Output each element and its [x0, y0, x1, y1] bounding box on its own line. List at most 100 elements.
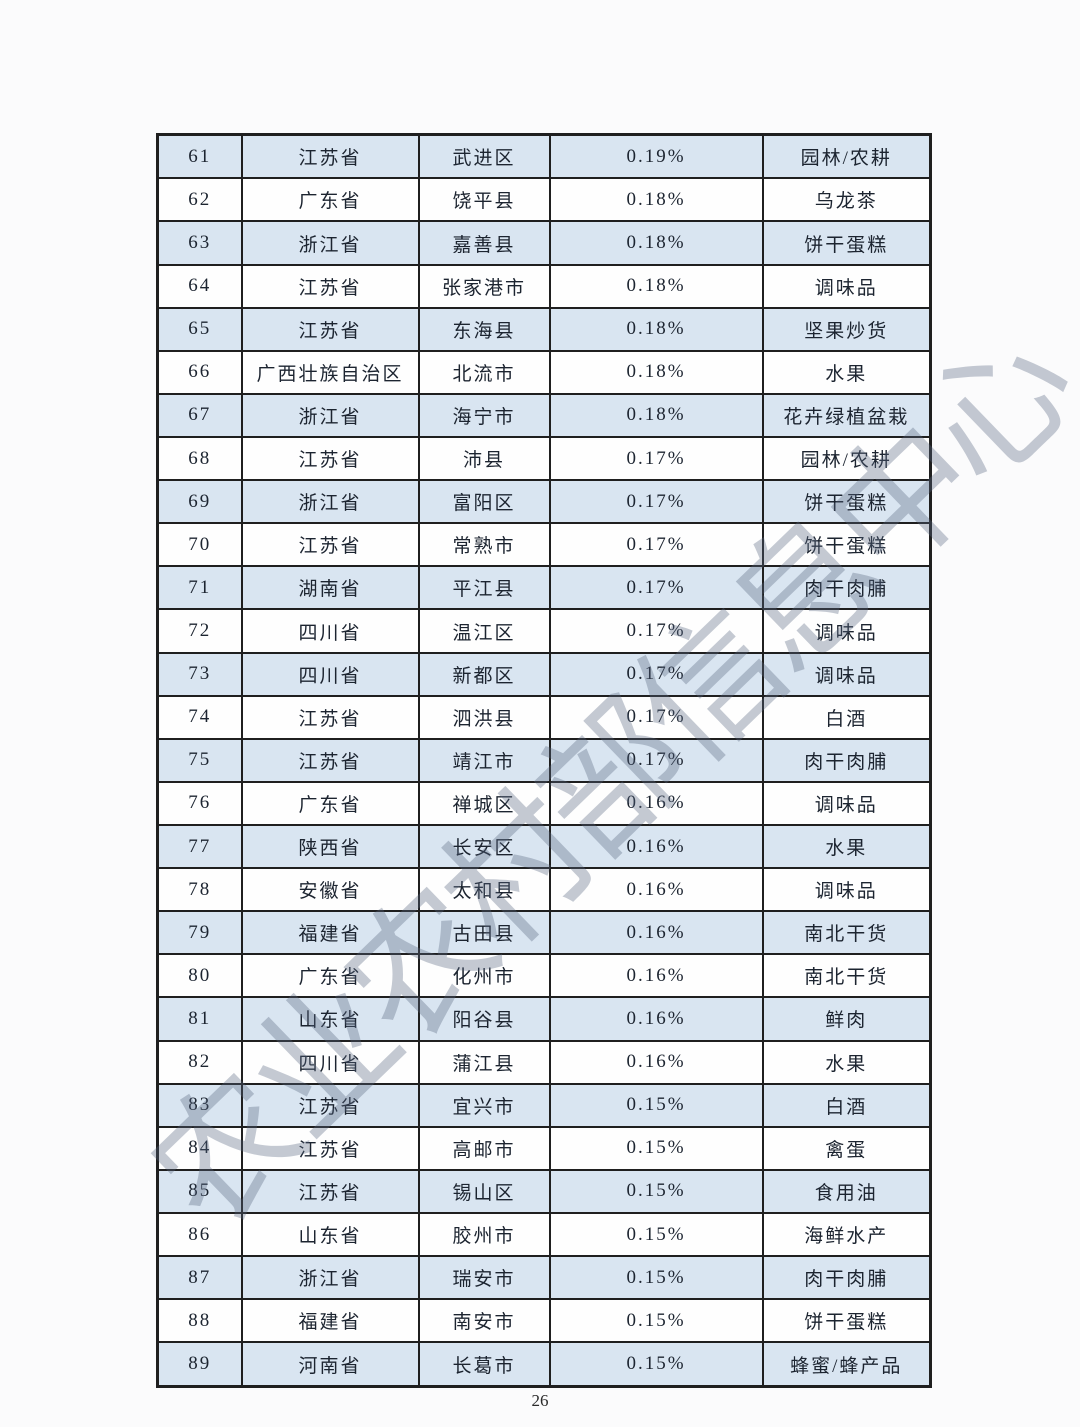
cell-province: 江苏省 [240, 737, 420, 783]
cell-province: 湖南省 [240, 565, 420, 611]
cell-category: 鲜肉 [761, 996, 932, 1042]
cell-rank: 80 [156, 953, 243, 999]
cell-category: 调味品 [761, 263, 932, 309]
cell-rank: 72 [156, 608, 243, 654]
cell-region: 胶州市 [417, 1211, 551, 1258]
cell-category: 调味品 [761, 780, 932, 827]
cell-category: 水果 [761, 349, 932, 395]
cell-category: 肉干肉脯 [761, 1255, 932, 1301]
cell-share: 0.17% [548, 651, 764, 697]
cell-share: 0.18% [548, 392, 764, 439]
cell-category: 饼干蛋糕 [761, 479, 932, 525]
cell-province: 江苏省 [240, 1168, 420, 1214]
table-row: 68 江苏省 沛县 0.17% 园林/农耕 [156, 436, 932, 482]
table-row: 64 江苏省 张家港市 0.18% 调味品 [156, 263, 932, 309]
cell-region: 温江区 [417, 608, 551, 654]
cell-province: 江苏省 [240, 263, 420, 309]
table-row: 86 山东省 胶州市 0.15% 海鲜水产 [156, 1211, 932, 1258]
cell-region: 武进区 [417, 133, 551, 180]
table-row: 83 江苏省 宜兴市 0.15% 白酒 [156, 1082, 932, 1128]
cell-share: 0.15% [548, 1255, 764, 1301]
cell-share: 0.15% [548, 1341, 764, 1388]
cell-share: 0.18% [548, 263, 764, 309]
cell-share: 0.18% [548, 177, 764, 223]
cell-share: 0.17% [548, 436, 764, 482]
cell-province: 江苏省 [240, 1125, 420, 1171]
cell-share: 0.17% [548, 522, 764, 568]
cell-rank: 74 [156, 694, 243, 740]
cell-province: 陕西省 [240, 823, 420, 870]
cell-rank: 64 [156, 263, 243, 309]
cell-province: 河南省 [240, 1341, 420, 1388]
cell-province: 安徽省 [240, 867, 420, 913]
cell-category: 水果 [761, 1039, 932, 1085]
cell-category: 饼干蛋糕 [761, 1298, 932, 1344]
cell-region: 新都区 [417, 651, 551, 697]
table-row: 73 四川省 新都区 0.17% 调味品 [156, 651, 932, 697]
cell-rank: 89 [156, 1341, 243, 1388]
cell-share: 0.17% [548, 737, 764, 783]
cell-region: 宜兴市 [417, 1082, 551, 1128]
cell-region: 海宁市 [417, 392, 551, 439]
cell-category: 白酒 [761, 1082, 932, 1128]
cell-province: 浙江省 [240, 1255, 420, 1301]
cell-region: 常熟市 [417, 522, 551, 568]
ranking-table: 61 江苏省 武进区 0.19% 园林/农耕 62 广东省 饶平县 0.18% … [156, 133, 932, 1388]
cell-region: 沛县 [417, 436, 551, 482]
cell-category: 蜂蜜/蜂产品 [761, 1341, 932, 1388]
table-row: 88 福建省 南安市 0.15% 饼干蛋糕 [156, 1298, 932, 1344]
cell-province: 浙江省 [240, 392, 420, 439]
page-number: 26 [531, 1391, 549, 1410]
table-row: 69 浙江省 富阳区 0.17% 饼干蛋糕 [156, 479, 932, 525]
cell-share: 0.17% [548, 479, 764, 525]
cell-share: 0.17% [548, 694, 764, 740]
table-row: 62 广东省 饶平县 0.18% 乌龙茶 [156, 177, 932, 223]
cell-share: 0.16% [548, 910, 764, 956]
cell-rank: 65 [156, 306, 243, 352]
cell-region: 长葛市 [417, 1341, 551, 1388]
cell-share: 0.16% [548, 996, 764, 1042]
cell-share: 0.16% [548, 867, 764, 913]
cell-category: 调味品 [761, 608, 932, 654]
cell-share: 0.15% [548, 1082, 764, 1128]
cell-region: 南安市 [417, 1298, 551, 1344]
cell-province: 广西壮族自治区 [240, 349, 420, 395]
cell-share: 0.17% [548, 565, 764, 611]
cell-province: 福建省 [240, 1298, 420, 1344]
cell-rank: 69 [156, 479, 243, 525]
cell-category: 乌龙茶 [761, 177, 932, 223]
cell-rank: 70 [156, 522, 243, 568]
cell-share: 0.16% [548, 1039, 764, 1085]
cell-share: 0.18% [548, 220, 764, 266]
cell-rank: 73 [156, 651, 243, 697]
table-row: 81 山东省 阳谷县 0.16% 鲜肉 [156, 996, 932, 1042]
cell-region: 古田县 [417, 910, 551, 956]
cell-province: 山东省 [240, 996, 420, 1042]
cell-region: 东海县 [417, 306, 551, 352]
cell-region: 太和县 [417, 867, 551, 913]
cell-province: 广东省 [240, 177, 420, 223]
cell-share: 0.16% [548, 823, 764, 870]
cell-share: 0.15% [548, 1125, 764, 1171]
table-body: 61 江苏省 武进区 0.19% 园林/农耕 62 广东省 饶平县 0.18% … [156, 133, 932, 1388]
cell-share: 0.15% [548, 1168, 764, 1214]
cell-region: 北流市 [417, 349, 551, 395]
cell-province: 浙江省 [240, 220, 420, 266]
cell-category: 饼干蛋糕 [761, 220, 932, 266]
cell-rank: 88 [156, 1298, 243, 1344]
cell-province: 四川省 [240, 651, 420, 697]
cell-region: 阳谷县 [417, 996, 551, 1042]
cell-rank: 68 [156, 436, 243, 482]
cell-category: 肉干肉脯 [761, 737, 932, 783]
table-row: 78 安徽省 太和县 0.16% 调味品 [156, 867, 932, 913]
cell-rank: 78 [156, 867, 243, 913]
cell-rank: 84 [156, 1125, 243, 1171]
cell-region: 富阳区 [417, 479, 551, 525]
cell-share: 0.17% [548, 608, 764, 654]
cell-rank: 76 [156, 780, 243, 827]
cell-region: 高邮市 [417, 1125, 551, 1171]
cell-rank: 81 [156, 996, 243, 1042]
table-row: 66 广西壮族自治区 北流市 0.18% 水果 [156, 349, 932, 395]
cell-province: 广东省 [240, 953, 420, 999]
